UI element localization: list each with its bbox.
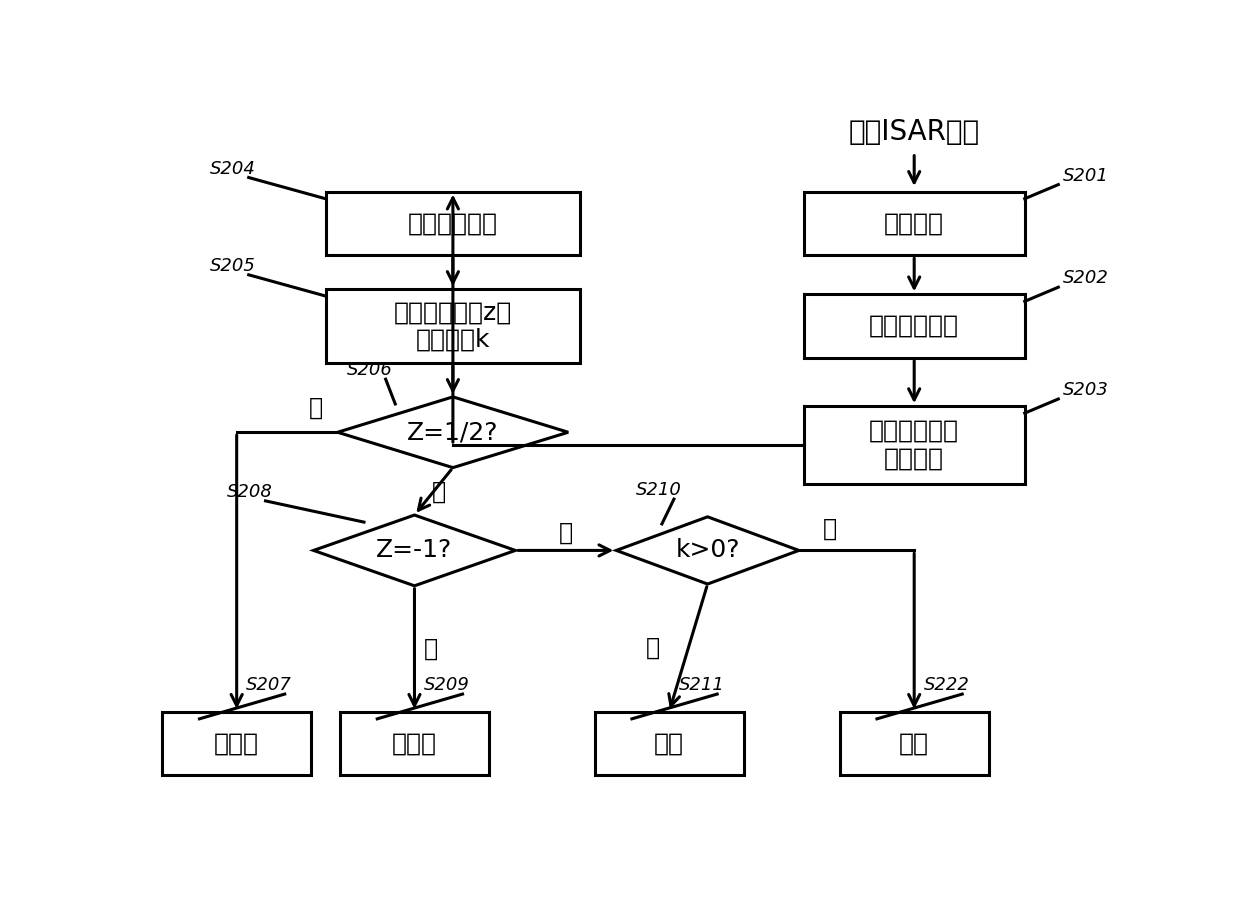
Bar	[804, 406, 1024, 484]
Text: 是: 是	[645, 636, 660, 660]
Bar	[804, 192, 1024, 255]
Text: Z=1/2?: Z=1/2?	[407, 420, 498, 444]
Text: S222: S222	[924, 676, 970, 694]
Text: S201: S201	[1063, 166, 1109, 185]
Text: S206: S206	[347, 361, 393, 380]
Text: 否: 否	[432, 480, 446, 504]
Text: 确定散射中心
位置范围: 确定散射中心 位置范围	[869, 419, 960, 471]
Bar	[326, 289, 580, 363]
Text: 边缘: 边缘	[899, 732, 929, 755]
Text: 是: 是	[424, 637, 438, 661]
Text: Z=-1?: Z=-1?	[377, 539, 453, 562]
Bar	[340, 711, 489, 776]
Text: S205: S205	[211, 256, 257, 275]
Text: S207: S207	[247, 676, 293, 694]
Text: 平板: 平板	[655, 732, 684, 755]
Bar	[804, 294, 1024, 358]
Text: 否: 否	[823, 517, 837, 541]
Text: S211: S211	[678, 676, 724, 694]
Bar	[839, 711, 988, 776]
Text: 否: 否	[559, 521, 573, 545]
Text: 形成散射矩阵: 形成散射矩阵	[408, 211, 498, 235]
Polygon shape	[314, 515, 516, 585]
Text: 初步类型判断: 初步类型判断	[869, 314, 960, 338]
Text: S209: S209	[424, 676, 470, 694]
Bar	[595, 711, 744, 776]
Text: 图像分割: 图像分割	[884, 211, 944, 235]
Text: 极化ISAR图像: 极化ISAR图像	[848, 118, 980, 145]
Text: S203: S203	[1063, 381, 1109, 399]
Text: 计算类型系数z及
色散系数k: 计算类型系数z及 色散系数k	[394, 301, 512, 352]
Bar	[162, 711, 311, 776]
Text: 圆柱体: 圆柱体	[215, 732, 259, 755]
Text: S204: S204	[211, 160, 257, 177]
Polygon shape	[337, 397, 568, 468]
Text: S210: S210	[635, 482, 681, 499]
Text: S202: S202	[1063, 269, 1109, 287]
Polygon shape	[616, 516, 799, 584]
Text: S208: S208	[227, 482, 273, 501]
Text: k>0?: k>0?	[676, 539, 740, 562]
Bar	[326, 192, 580, 255]
Text: 是: 是	[309, 395, 324, 419]
Text: 二面角: 二面角	[392, 732, 436, 755]
